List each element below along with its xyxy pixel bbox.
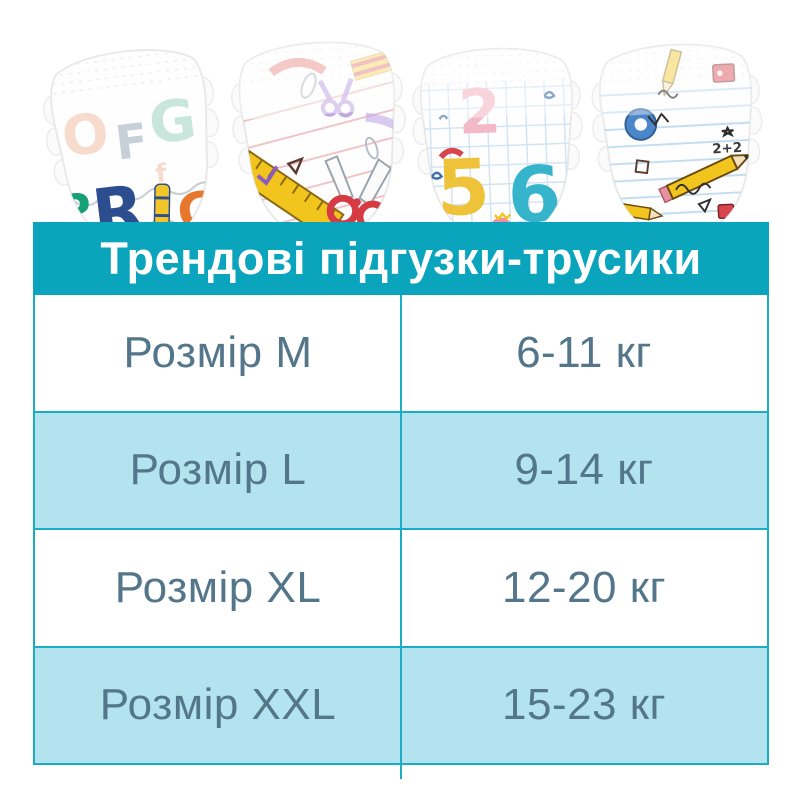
product-photos-row: O F G f P R G [0,0,800,260]
waistband-texture [50,48,200,95]
weight-cell: 12-20 кг [501,562,667,612]
diaper-numbers-illustration: 2 5 6 [412,46,583,243]
number-glyph: 2 [457,76,502,148]
letter-glyph: O [58,100,112,169]
haze-overlay [419,46,577,120]
diaper-photo-alphabet: O F G f P R G [23,19,246,272]
bird-doodles [430,90,556,180]
red-arc-doodle [268,57,327,77]
diaper-body [599,43,753,237]
faded-letter-glyphs: O F G f [58,86,200,189]
math-doodle-text: 2+2 [712,141,743,158]
diaper-body [420,47,573,241]
cap-doodle [438,147,464,160]
size-table: Трендові підгузки-трусики Розмір M 6-11 … [33,222,769,779]
diaper-school-tools-illustration [231,37,406,244]
letter-glyph: G [145,86,199,157]
diaper-doodles-illustration: 2+2 [591,40,763,240]
diaper-photo-numbers: 2 5 6 [398,25,598,259]
diaper-photo-pencil-doodles: 2+2 [576,19,780,256]
weight-cell: 15-23 кг [501,680,667,730]
diaper-alphabet-illustration: O F G f P R G [43,48,223,253]
weight-cell: 6-11 кг [516,327,652,377]
letter-glyph: F [112,113,151,172]
table-title: Трендові підгузки-трусики [100,232,702,284]
size-cell: Розмір M [123,327,313,377]
letter-glyph: f [154,158,170,189]
table-row-size-m: Розмір M 6-11 кг [35,295,767,413]
purple-scissors-icon [317,77,355,118]
table-row-size-xl: Розмір XL 12-20 кг [35,530,767,648]
size-cell: Розмір L [129,445,307,495]
checkmark-doodle [256,165,279,186]
paperclip-icon [365,136,379,160]
arrow-doodle [286,156,305,176]
paperclip-icon [300,72,317,99]
column-divider [400,295,402,779]
diaper-photo-school-tools [214,15,426,259]
size-cell: Розмір XL [114,562,322,612]
haze-overlay [236,37,404,121]
sharpener-icon [712,63,736,83]
weight-cell: 9-14 кг [514,445,654,495]
haze-overlay [597,40,759,118]
black-doodles [634,89,734,214]
striped-patch-icon [349,50,395,81]
table-title-bar: Трендові підгузки-трусики [33,222,769,295]
size-cell: Розмір XXL [99,680,337,730]
